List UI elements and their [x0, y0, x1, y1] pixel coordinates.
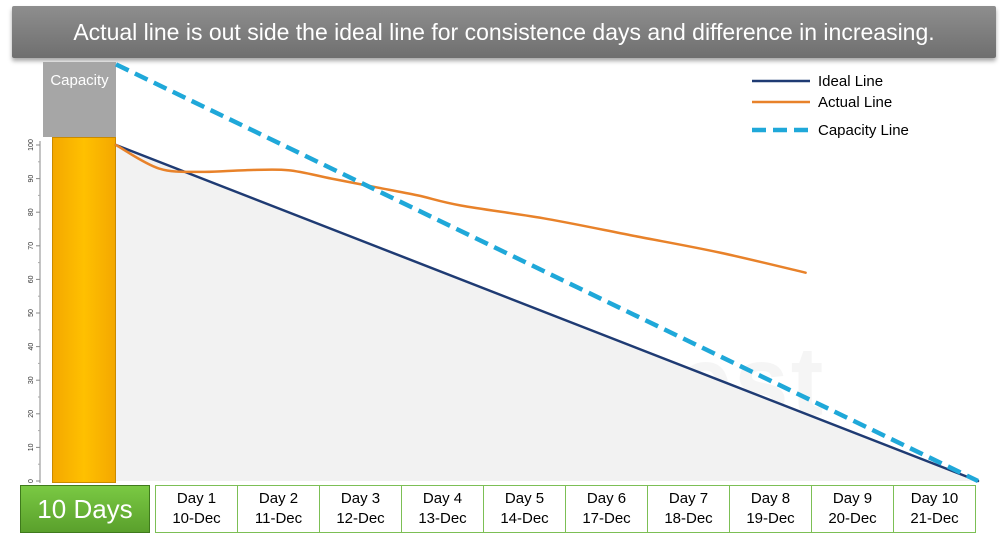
sprint-length-badge: 10 Days — [20, 485, 150, 533]
chart-banner-title: Actual line is out side the ideal line f… — [12, 6, 996, 58]
day-label: Day 6 — [586, 490, 627, 507]
legend-label-actual-line: Actual Line — [818, 94, 892, 111]
legend-label-capacity-line: Capacity Line — [818, 122, 909, 139]
y-tick-label: 60 — [28, 275, 35, 283]
y-tick-label: 80 — [28, 208, 35, 216]
date-label: 10-Dec — [172, 510, 221, 527]
actual-line-series — [114, 143, 807, 274]
day-cell: Day 7 18-Dec — [647, 485, 730, 533]
legend-label-ideal-line: Ideal Line — [818, 73, 883, 90]
day-cell: Day 2 11-Dec — [237, 485, 320, 533]
date-label: 12-Dec — [336, 510, 385, 527]
day-label: Day 9 — [832, 490, 873, 507]
y-tick-label: 20 — [28, 410, 35, 418]
day-label: Day 5 — [504, 490, 545, 507]
y-tick-label: 10 — [28, 443, 35, 451]
day-label: Day 2 — [258, 490, 299, 507]
day-label: Day 4 — [422, 490, 463, 507]
capacity-line-series — [115, 62, 979, 484]
ideal-line-series — [114, 143, 980, 483]
commitment-block — [52, 137, 116, 483]
date-label: 17-Dec — [582, 510, 631, 527]
day-cell: Day 3 12-Dec — [319, 485, 402, 533]
date-label: 19-Dec — [746, 510, 795, 527]
day-cell: Day 4 13-Dec — [401, 485, 484, 533]
sprint-length-label: 10 Days — [37, 493, 133, 524]
y-tick-label: 0 — [28, 479, 35, 483]
y-tick-label: 100 — [28, 139, 35, 151]
y-tick-label: 50 — [28, 309, 35, 317]
day-label: Day 3 — [340, 490, 381, 507]
day-label: Day 1 — [176, 490, 217, 507]
day-cell: Day 8 19-Dec — [729, 485, 812, 533]
day-cell: Day 5 14-Dec — [483, 485, 566, 533]
day-cell: Day 10 21-Dec — [893, 485, 976, 533]
day-cell: Day 1 10-Dec — [155, 485, 238, 533]
capacity-block: Capacity — [43, 62, 116, 137]
day-cell: Day 9 20-Dec — [811, 485, 894, 533]
day-label: Day 7 — [668, 490, 709, 507]
date-label: 21-Dec — [910, 510, 959, 527]
legend: Ideal Line Actual Line Capacity Line — [752, 73, 909, 139]
capacity-label: Capacity — [50, 72, 109, 89]
date-label: 14-Dec — [500, 510, 549, 527]
date-label: 20-Dec — [828, 510, 877, 527]
y-tick-label: 40 — [28, 343, 35, 351]
y-axis: 0 10 20 30 40 50 60 70 80 90 100 — [28, 139, 41, 483]
date-label: 18-Dec — [664, 510, 713, 527]
series-layer — [114, 62, 980, 484]
date-label: 13-Dec — [418, 510, 467, 527]
date-label: 11-Dec — [254, 510, 303, 527]
y-tick-label: 70 — [28, 242, 35, 250]
y-tick-label: 30 — [28, 376, 35, 384]
y-tick-label: 90 — [28, 175, 35, 183]
day-label: Day 10 — [910, 490, 959, 507]
day-label: Day 8 — [750, 490, 791, 507]
day-cell: Day 6 17-Dec — [565, 485, 648, 533]
